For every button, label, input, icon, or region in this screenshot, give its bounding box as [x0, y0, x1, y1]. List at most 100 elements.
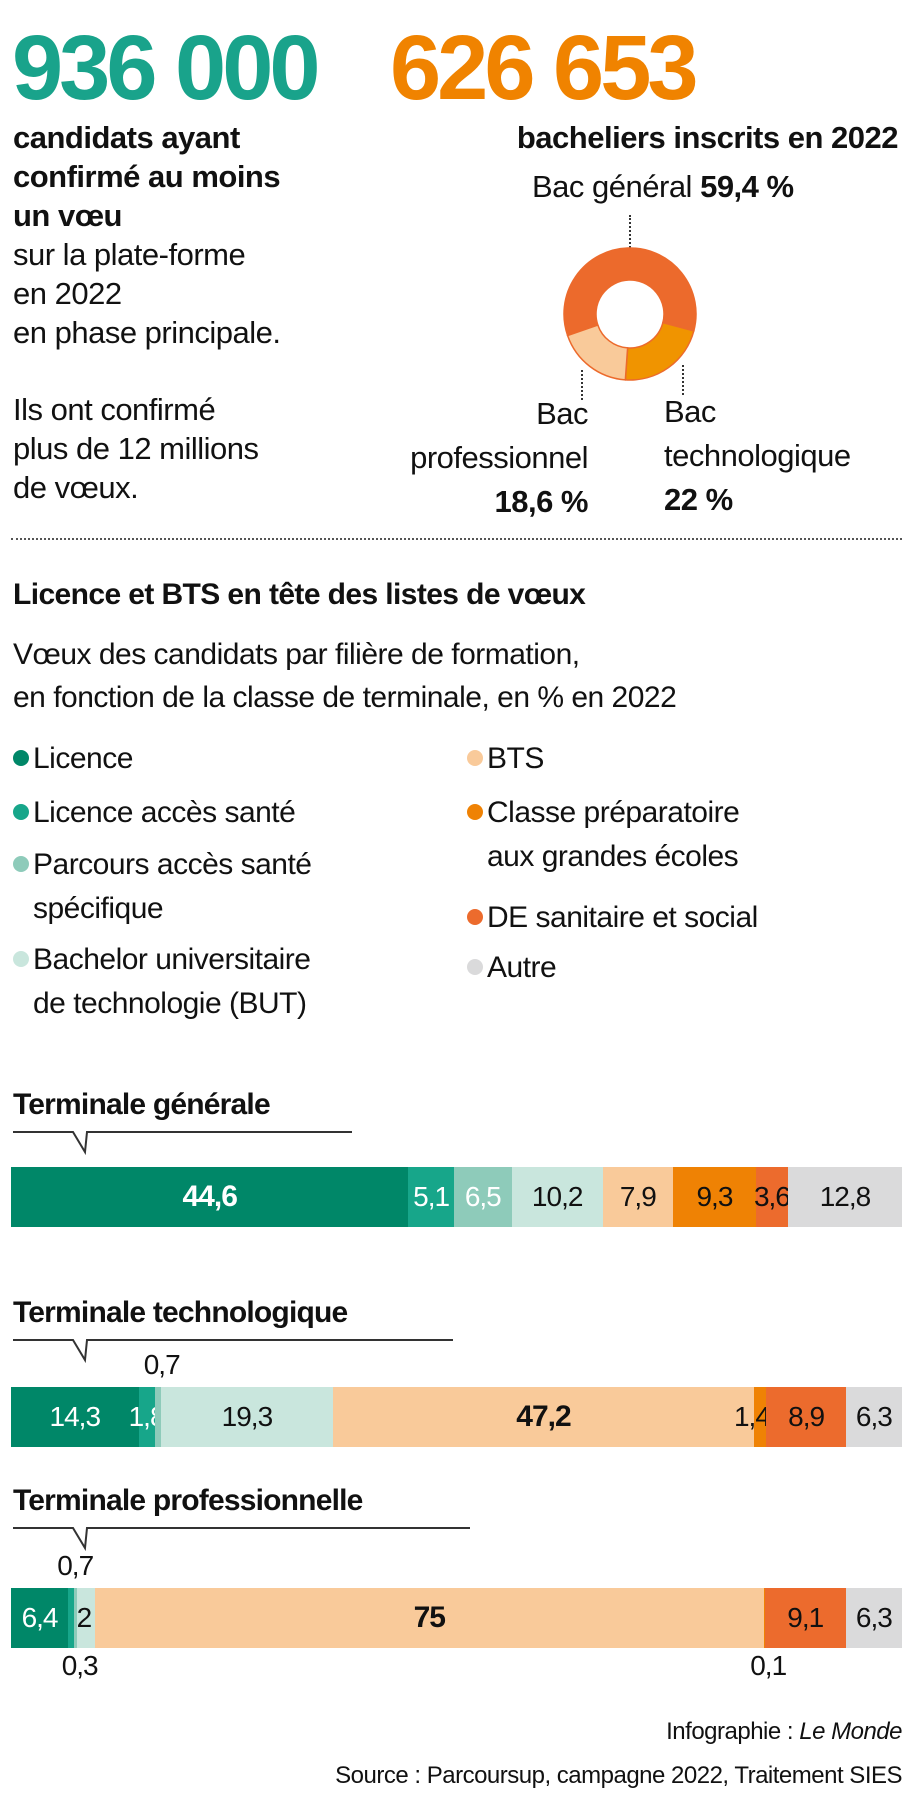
- data-label: 6,4: [21, 1602, 59, 1633]
- data-label: 1,4: [733, 1401, 771, 1432]
- bar-segment: [160, 1387, 333, 1447]
- legend-label: Licence: [33, 742, 133, 775]
- slice-name: technologique: [664, 438, 851, 473]
- data-label: 5,1: [413, 1181, 450, 1212]
- data-label: 3,6: [753, 1181, 791, 1212]
- stacked-bar: 14,3 1,8 19,3 47,2 1,4 8,9 6,3: [11, 1387, 902, 1447]
- bar-segment: [755, 1167, 788, 1227]
- data-label: 6,5: [464, 1181, 502, 1212]
- text-line: confirmé au moins: [13, 159, 281, 194]
- row-title: Terminale générale: [13, 1088, 271, 1121]
- donut-label-professionnel: Bac professionnel 18,6 %: [410, 392, 588, 524]
- data-label: 0,7: [143, 1349, 181, 1380]
- legend-label: aux grandes écoles: [487, 840, 739, 873]
- bar-segment: [764, 1588, 846, 1648]
- legend-label: Parcours accès santé: [33, 848, 312, 881]
- bar-segment: [68, 1588, 75, 1648]
- bar-segment: [787, 1167, 902, 1227]
- data-label: 19,3: [221, 1401, 273, 1432]
- bar-segment: [763, 1588, 765, 1648]
- bar-segment: [11, 1387, 139, 1447]
- bar-segment: [332, 1387, 754, 1447]
- legend-dot-icon: [467, 959, 483, 975]
- bar-segment: [511, 1167, 603, 1227]
- legend-label: de technologie (BUT): [33, 987, 307, 1020]
- data-label: 7,9: [619, 1181, 657, 1212]
- data-label: 75: [413, 1601, 446, 1634]
- candidates-label: sur la plate-forme en 2022 en phase prin…: [13, 235, 281, 352]
- candidates-label-bold: candidats ayant confirmé au moins un vœu: [13, 118, 281, 235]
- stacked-bar: 44,6 5,1 6,5 10,2 7,9 9,3 3,6 12,8: [11, 1167, 902, 1227]
- bar-segment: [94, 1588, 764, 1648]
- data-label: 9,1: [787, 1602, 824, 1633]
- data-label: 6,3: [855, 1602, 893, 1633]
- legend-item: Classe préparatoire aux grandes écoles: [467, 791, 740, 879]
- legend-label: spécifique: [33, 892, 164, 925]
- data-label: 0,3: [61, 1650, 99, 1681]
- legend-label: Classe préparatoire: [487, 796, 740, 829]
- data-label: 10,2: [531, 1181, 583, 1212]
- legend-dot-icon: [13, 951, 29, 967]
- bar-segment: [845, 1387, 902, 1447]
- bacheliers-label: bacheliers inscrits en 2022: [516, 120, 899, 155]
- bar-segment: [408, 1167, 454, 1227]
- data-label: 0,7: [57, 1550, 94, 1581]
- donut-label-general: Bac général 59,4 %: [532, 167, 794, 206]
- legend-dot-icon: [467, 750, 483, 766]
- bar-segment: [453, 1167, 512, 1227]
- leader-line: [581, 370, 583, 400]
- slice-value: 22 %: [664, 482, 733, 517]
- data-label: 8,9: [788, 1401, 825, 1432]
- donut-chart: [563, 247, 697, 381]
- text-line: en fonction de la classe de terminale, e…: [13, 681, 677, 714]
- leader-line: [682, 365, 684, 395]
- credit-name: Le Monde: [799, 1718, 902, 1745]
- legend-label: BTS: [487, 742, 544, 775]
- slice-name: Bac: [536, 396, 588, 431]
- legend-dot-icon: [467, 909, 483, 925]
- data-label: 12,8: [819, 1181, 871, 1212]
- bar-segment: [11, 1167, 409, 1227]
- slice-value: 59,4 %: [700, 169, 794, 204]
- credit-prefix: Infographie :: [666, 1718, 800, 1745]
- legend-dot-icon: [13, 750, 29, 766]
- legend-item: Bachelor universitaire de technologie (BU…: [13, 938, 311, 1026]
- text-line: en phase principale.: [13, 315, 281, 350]
- legend-item: BTS: [467, 737, 544, 781]
- text-line: de vœux.: [13, 470, 139, 505]
- slice-name: professionnel: [410, 440, 588, 475]
- legend-label: Bachelor universitaire: [33, 943, 311, 976]
- data-label: 14,3: [49, 1401, 101, 1432]
- slice-name: Bac général: [532, 169, 692, 204]
- bacheliers-number: 626 653: [390, 17, 699, 119]
- data-label: 44,6: [182, 1180, 237, 1213]
- legend-label: Licence accès santé: [33, 796, 296, 829]
- donut-slice: [563, 247, 697, 337]
- text-line: sur la plate-forme: [13, 237, 246, 272]
- legend-item: Autre: [467, 946, 557, 990]
- text-line: Ils ont confirmé: [13, 392, 216, 427]
- data-label: 6,3: [855, 1401, 893, 1432]
- legend-dot-icon: [467, 804, 483, 820]
- title-callout-line: [13, 1339, 453, 1364]
- legend-label: DE sanitaire et social: [487, 901, 758, 934]
- bar-segment: [154, 1387, 161, 1447]
- text-line: un vœu: [13, 198, 122, 233]
- chart-title: Licence et BTS en tête des listes de vœu…: [13, 578, 586, 611]
- slice-value: 18,6 %: [494, 484, 588, 519]
- row-title: Terminale professionnelle: [13, 1484, 363, 1517]
- bar-segment: [845, 1588, 902, 1648]
- credit: Infographie : Le Monde: [666, 1718, 902, 1746]
- donut-slice: [566, 324, 629, 381]
- bar-segment: [766, 1387, 846, 1447]
- slice-name: Bac: [664, 394, 716, 429]
- bar-segment: [11, 1588, 69, 1648]
- legend-item: Licence accès santé: [13, 791, 296, 835]
- data-label: 9,3: [696, 1181, 733, 1212]
- bar-segment: [673, 1167, 756, 1227]
- bar-segment: [753, 1387, 767, 1447]
- data-label: 47,2: [516, 1400, 571, 1433]
- stacked-bar: 6,4 2 75 9,1 6,3: [11, 1588, 902, 1648]
- legend-item: DE sanitaire et social: [467, 896, 758, 940]
- bar-segment: [74, 1588, 77, 1648]
